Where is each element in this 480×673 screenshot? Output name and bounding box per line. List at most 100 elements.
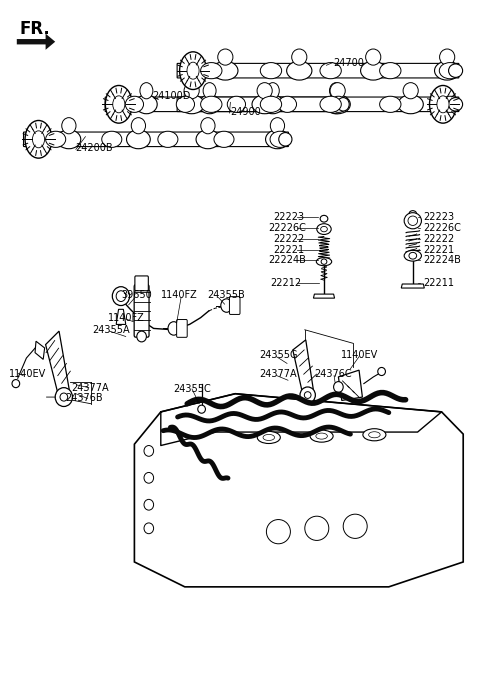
Ellipse shape — [201, 118, 215, 134]
Text: 24200B: 24200B — [75, 143, 113, 153]
Ellipse shape — [329, 83, 343, 99]
Ellipse shape — [201, 96, 222, 112]
Polygon shape — [313, 294, 335, 298]
Text: 24100D: 24100D — [153, 92, 191, 101]
Ellipse shape — [300, 387, 315, 403]
Text: 22226C: 22226C — [268, 223, 306, 233]
Ellipse shape — [218, 49, 233, 65]
Text: 22223: 22223 — [274, 213, 305, 222]
Ellipse shape — [334, 382, 343, 392]
Ellipse shape — [25, 120, 52, 158]
Ellipse shape — [199, 95, 220, 114]
Ellipse shape — [260, 96, 282, 112]
Text: 24376B: 24376B — [65, 394, 102, 403]
Ellipse shape — [439, 96, 461, 112]
Polygon shape — [134, 394, 463, 587]
Ellipse shape — [320, 63, 341, 79]
Text: 22211: 22211 — [423, 278, 455, 287]
Text: 1140EV: 1140EV — [341, 351, 378, 360]
FancyBboxPatch shape — [177, 97, 459, 112]
Ellipse shape — [325, 95, 347, 114]
Polygon shape — [401, 284, 424, 288]
Text: 24377A: 24377A — [259, 369, 297, 379]
Ellipse shape — [106, 85, 132, 123]
Polygon shape — [46, 331, 70, 402]
Ellipse shape — [369, 432, 380, 438]
Ellipse shape — [214, 131, 234, 147]
Ellipse shape — [304, 392, 311, 398]
Text: 24376C: 24376C — [314, 369, 352, 379]
Ellipse shape — [266, 83, 279, 99]
Ellipse shape — [113, 96, 125, 113]
Ellipse shape — [180, 52, 206, 90]
Ellipse shape — [380, 63, 401, 79]
Ellipse shape — [184, 83, 199, 99]
Ellipse shape — [270, 131, 290, 147]
Ellipse shape — [221, 299, 232, 312]
Ellipse shape — [366, 49, 381, 65]
Ellipse shape — [179, 95, 204, 114]
Ellipse shape — [439, 63, 461, 79]
FancyBboxPatch shape — [177, 320, 187, 337]
Ellipse shape — [60, 393, 68, 401]
Ellipse shape — [257, 83, 272, 99]
Ellipse shape — [144, 523, 154, 534]
Ellipse shape — [116, 291, 126, 302]
Ellipse shape — [158, 131, 178, 147]
Ellipse shape — [125, 96, 144, 112]
Ellipse shape — [198, 405, 205, 413]
Text: 22221: 22221 — [274, 245, 305, 254]
Text: 24900: 24900 — [230, 107, 261, 116]
Ellipse shape — [287, 61, 312, 80]
Text: 24355A: 24355A — [92, 325, 130, 334]
Ellipse shape — [437, 96, 449, 113]
Ellipse shape — [320, 215, 328, 222]
Text: 24355B: 24355B — [207, 290, 245, 299]
Ellipse shape — [404, 213, 421, 229]
FancyBboxPatch shape — [229, 297, 240, 314]
Ellipse shape — [140, 83, 153, 99]
FancyBboxPatch shape — [177, 63, 459, 78]
Ellipse shape — [330, 83, 345, 99]
Ellipse shape — [363, 429, 386, 441]
Ellipse shape — [310, 430, 333, 442]
FancyBboxPatch shape — [105, 97, 346, 112]
Text: 39650: 39650 — [121, 290, 152, 299]
Polygon shape — [293, 340, 313, 399]
Ellipse shape — [168, 322, 180, 335]
Ellipse shape — [57, 130, 81, 149]
Ellipse shape — [137, 331, 146, 342]
FancyBboxPatch shape — [134, 285, 149, 337]
Ellipse shape — [135, 95, 157, 114]
Text: 24377A: 24377A — [71, 383, 108, 392]
FancyBboxPatch shape — [24, 132, 288, 147]
Ellipse shape — [408, 216, 418, 225]
Ellipse shape — [127, 130, 150, 149]
Polygon shape — [17, 34, 55, 50]
Ellipse shape — [33, 131, 45, 148]
Ellipse shape — [316, 258, 332, 266]
Ellipse shape — [257, 431, 280, 444]
Ellipse shape — [320, 96, 341, 112]
Ellipse shape — [176, 96, 194, 112]
Text: 22224B: 22224B — [268, 256, 306, 265]
Ellipse shape — [62, 118, 76, 134]
Ellipse shape — [46, 131, 66, 147]
Ellipse shape — [278, 96, 297, 112]
Ellipse shape — [203, 83, 216, 99]
Ellipse shape — [380, 96, 401, 112]
Ellipse shape — [403, 83, 418, 99]
Ellipse shape — [292, 49, 307, 65]
Ellipse shape — [440, 49, 455, 65]
Text: 1140FZ: 1140FZ — [108, 313, 145, 322]
Text: 24355C: 24355C — [173, 384, 211, 394]
Text: 24700: 24700 — [334, 58, 364, 67]
Ellipse shape — [409, 211, 417, 217]
Text: 22212: 22212 — [270, 278, 301, 287]
Ellipse shape — [131, 118, 145, 134]
Text: 22226C: 22226C — [423, 223, 461, 233]
Ellipse shape — [343, 514, 367, 538]
Ellipse shape — [144, 446, 154, 456]
Text: 22224B: 22224B — [423, 256, 461, 265]
Text: 22223: 22223 — [423, 213, 455, 222]
